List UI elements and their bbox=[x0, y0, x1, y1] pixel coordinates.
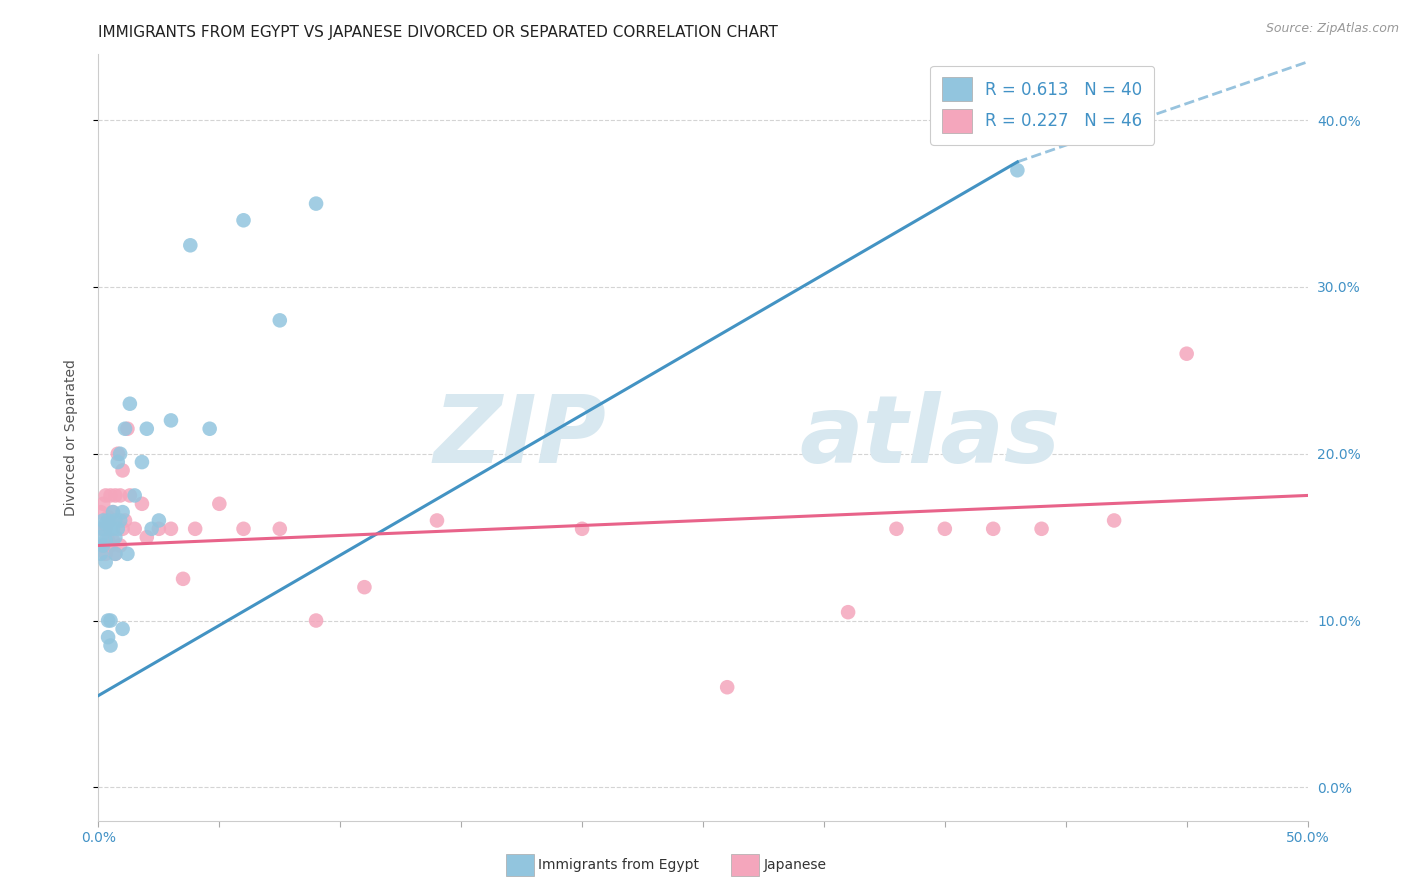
Point bbox=[94, 522, 117, 536]
Point bbox=[269, 313, 291, 327]
Point bbox=[100, 522, 122, 536]
Point bbox=[104, 488, 127, 502]
Point bbox=[111, 505, 134, 519]
Point bbox=[108, 539, 131, 553]
Point bbox=[981, 522, 1004, 536]
Point bbox=[90, 505, 112, 519]
Point bbox=[111, 522, 134, 536]
Point bbox=[148, 513, 170, 527]
Point bbox=[104, 547, 127, 561]
Point bbox=[107, 522, 129, 536]
Y-axis label: Divorced or Separated: Divorced or Separated bbox=[63, 359, 77, 516]
Point bbox=[97, 630, 120, 644]
Point bbox=[135, 422, 157, 436]
Point bbox=[91, 497, 114, 511]
Point bbox=[97, 614, 120, 628]
Point bbox=[94, 547, 117, 561]
Point bbox=[124, 522, 146, 536]
Point bbox=[886, 522, 908, 536]
Point bbox=[101, 533, 124, 548]
Point bbox=[117, 422, 139, 436]
Point bbox=[104, 530, 127, 544]
Point bbox=[114, 513, 136, 527]
Point bbox=[94, 533, 117, 548]
Point bbox=[1102, 513, 1125, 527]
Point bbox=[91, 513, 114, 527]
Point bbox=[90, 530, 112, 544]
Point bbox=[101, 505, 124, 519]
Text: atlas: atlas bbox=[800, 391, 1062, 483]
Point bbox=[118, 488, 141, 502]
Point bbox=[97, 533, 120, 548]
Point bbox=[111, 622, 134, 636]
Legend: R = 0.613   N = 40, R = 0.227   N = 46: R = 0.613 N = 40, R = 0.227 N = 46 bbox=[931, 66, 1154, 145]
Point bbox=[97, 510, 120, 524]
Point bbox=[135, 530, 157, 544]
Point bbox=[1007, 163, 1029, 178]
Point bbox=[90, 547, 112, 561]
Point bbox=[117, 547, 139, 561]
Point bbox=[91, 539, 114, 553]
Point bbox=[100, 513, 122, 527]
Point bbox=[100, 614, 122, 628]
Point bbox=[108, 513, 131, 527]
Point bbox=[1175, 347, 1198, 361]
Point bbox=[90, 522, 112, 536]
Point bbox=[160, 522, 183, 536]
Point bbox=[107, 447, 129, 461]
Point bbox=[305, 196, 328, 211]
Point bbox=[124, 488, 146, 502]
Point bbox=[179, 238, 201, 252]
Point bbox=[101, 505, 124, 519]
Point bbox=[934, 522, 956, 536]
Point bbox=[91, 539, 114, 553]
Point bbox=[1031, 522, 1053, 536]
Point bbox=[100, 488, 122, 502]
Point bbox=[100, 639, 122, 653]
Text: Source: ZipAtlas.com: Source: ZipAtlas.com bbox=[1265, 22, 1399, 36]
Point bbox=[198, 422, 221, 436]
Point bbox=[353, 580, 375, 594]
Point bbox=[232, 522, 254, 536]
Point bbox=[108, 447, 131, 461]
Point bbox=[108, 488, 131, 502]
Point bbox=[131, 497, 153, 511]
Point bbox=[141, 522, 163, 536]
Point bbox=[426, 513, 449, 527]
Point bbox=[100, 539, 122, 553]
Point bbox=[232, 213, 254, 227]
Point bbox=[148, 522, 170, 536]
Point bbox=[172, 572, 194, 586]
Point bbox=[131, 455, 153, 469]
Point bbox=[305, 614, 328, 628]
Point bbox=[208, 497, 231, 511]
Point bbox=[118, 397, 141, 411]
Point bbox=[101, 522, 124, 536]
Text: Japanese: Japanese bbox=[763, 858, 827, 872]
Point bbox=[104, 513, 127, 527]
Point bbox=[97, 513, 120, 527]
Point bbox=[94, 516, 117, 531]
Text: IMMIGRANTS FROM EGYPT VS JAPANESE DIVORCED OR SEPARATED CORRELATION CHART: IMMIGRANTS FROM EGYPT VS JAPANESE DIVORC… bbox=[98, 25, 779, 40]
Point bbox=[104, 547, 127, 561]
Point bbox=[160, 413, 183, 427]
Text: Immigrants from Egypt: Immigrants from Egypt bbox=[538, 858, 700, 872]
Point bbox=[94, 555, 117, 569]
Point bbox=[837, 605, 859, 619]
Point bbox=[571, 522, 593, 536]
Point bbox=[91, 522, 114, 536]
Point bbox=[94, 488, 117, 502]
Point bbox=[114, 422, 136, 436]
Text: ZIP: ZIP bbox=[433, 391, 606, 483]
Point bbox=[107, 455, 129, 469]
Point bbox=[111, 463, 134, 477]
Point bbox=[716, 680, 738, 694]
Point bbox=[269, 522, 291, 536]
Point bbox=[184, 522, 207, 536]
